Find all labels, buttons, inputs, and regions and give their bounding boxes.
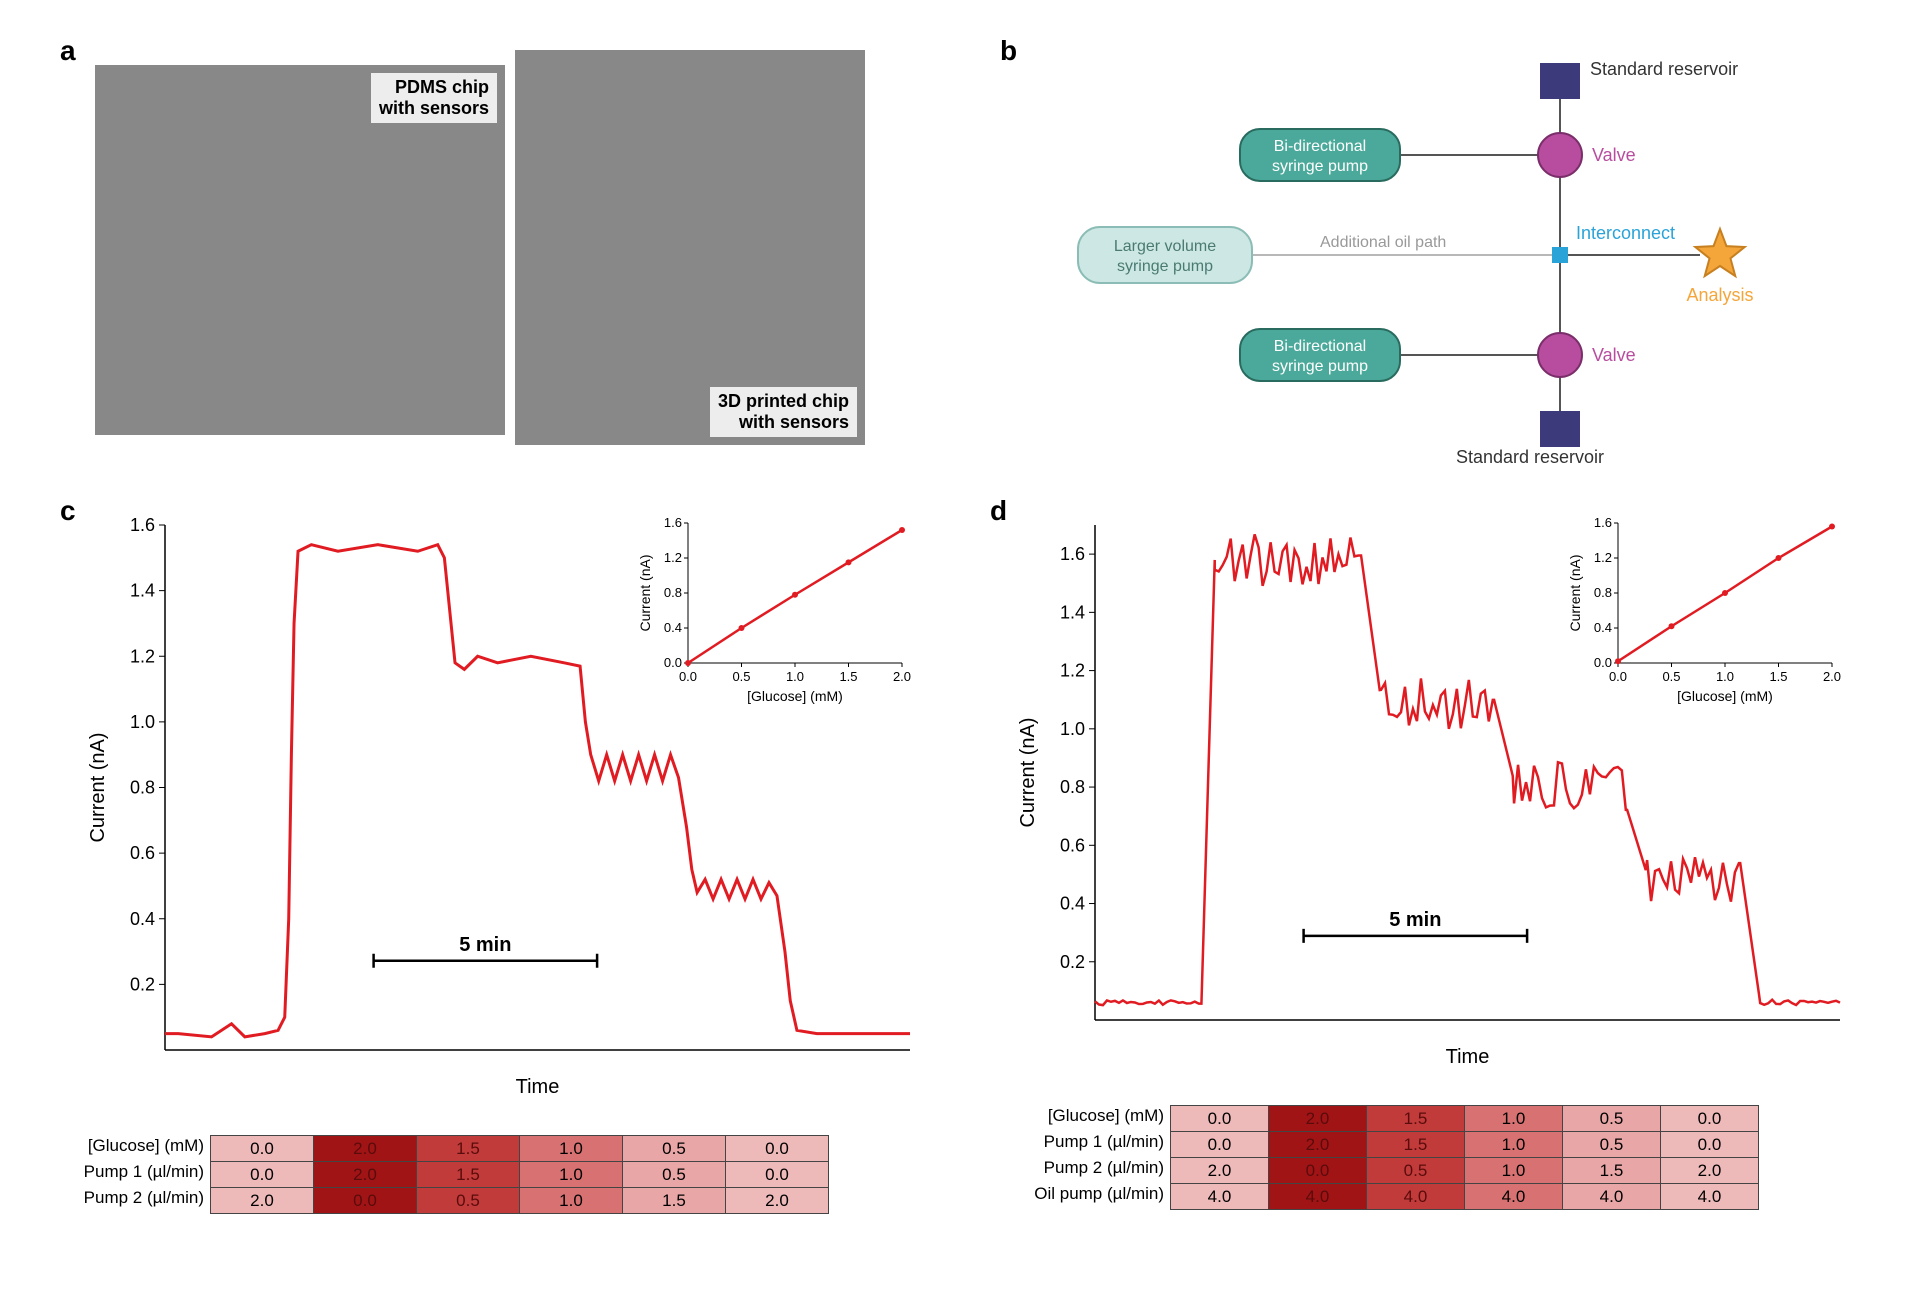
svg-text:0.5: 0.5 — [732, 669, 750, 684]
svg-text:1.5: 1.5 — [839, 669, 857, 684]
svg-text:1.2: 1.2 — [1060, 661, 1085, 681]
panel-c-label: c — [60, 495, 76, 527]
svg-text:1.6: 1.6 — [1060, 544, 1085, 564]
svg-text:1.4: 1.4 — [1060, 602, 1085, 622]
panel-b-label: b — [1000, 35, 1017, 67]
svg-text:2.0: 2.0 — [1823, 669, 1841, 684]
svg-text:1.2: 1.2 — [1594, 550, 1612, 565]
svg-text:0.4: 0.4 — [1594, 620, 1612, 635]
photo-3d-chip: 3D printed chipwith sensors — [515, 50, 865, 445]
svg-text:syringe pump: syringe pump — [1272, 158, 1368, 175]
svg-text:Standard reservoir: Standard reservoir — [1590, 59, 1738, 79]
svg-text:5 min: 5 min — [459, 934, 511, 956]
svg-text:0.2: 0.2 — [1060, 952, 1085, 972]
svg-text:0.4: 0.4 — [1060, 894, 1085, 914]
svg-text:Analysis: Analysis — [1686, 285, 1753, 305]
chart-panel-c: 0.2 0.4 0.6 0.8 1.0 1.2 1.4 1.6 Time Current (nA)… — [80, 505, 930, 1125]
svg-text:1.2: 1.2 — [664, 550, 682, 565]
chart-panel-d: 0.2 0.4 0.6 0.8 1.0 1.2 1.4 1.6 Time Current (nA)… — [1010, 505, 1860, 1095]
svg-text:2.0: 2.0 — [893, 669, 911, 684]
svg-text:Current (nA): Current (nA) — [1567, 554, 1583, 631]
svg-text:1.0: 1.0 — [1716, 669, 1734, 684]
svg-text:Larger volume: Larger volume — [1114, 238, 1216, 255]
panel-d-label: d — [990, 495, 1007, 527]
svg-text:1.4: 1.4 — [130, 581, 155, 601]
svg-text:syringe pump: syringe pump — [1117, 258, 1213, 275]
svg-text:1.0: 1.0 — [786, 669, 804, 684]
svg-text:0.8: 0.8 — [130, 778, 155, 798]
svg-text:Current (nA): Current (nA) — [637, 554, 653, 631]
photo-pdms-chip: PDMS chipwith sensors — [95, 65, 505, 435]
svg-text:1.6: 1.6 — [1594, 515, 1612, 530]
svg-text:0.8: 0.8 — [664, 585, 682, 600]
svg-text:0.2: 0.2 — [130, 974, 155, 994]
svg-text:5 min: 5 min — [1389, 909, 1441, 931]
svg-text:0.8: 0.8 — [1594, 585, 1612, 600]
photo-pdms-caption: PDMS chipwith sensors — [371, 73, 497, 123]
svg-text:1.5: 1.5 — [1769, 669, 1787, 684]
svg-text:0.6: 0.6 — [130, 843, 155, 863]
svg-text:0.0: 0.0 — [679, 669, 697, 684]
svg-text:[Glucose] (mM): [Glucose] (mM) — [747, 688, 843, 704]
svg-text:Interconnect: Interconnect — [1576, 223, 1675, 243]
svg-text:1.0: 1.0 — [1060, 719, 1085, 739]
svg-text:0.8: 0.8 — [1060, 777, 1085, 797]
svg-text:1.0: 1.0 — [130, 712, 155, 732]
table-panel-c: [Glucose] (mM)Pump 1 (µl/min)Pump 2 (µl/… — [50, 1135, 829, 1214]
photo-3d-caption: 3D printed chipwith sensors — [710, 387, 857, 437]
svg-text:Time: Time — [1446, 1046, 1490, 1068]
diagram-panel-b: Standard reservoir Standard reservoir Valv… — [1020, 45, 1880, 465]
svg-text:Bi-directional: Bi-directional — [1274, 338, 1366, 355]
svg-text:0.0: 0.0 — [664, 655, 682, 670]
svg-text:Current (nA): Current (nA) — [87, 732, 109, 842]
svg-text:Valve: Valve — [1592, 145, 1636, 165]
svg-text:1.2: 1.2 — [130, 646, 155, 666]
svg-text:0.0: 0.0 — [1594, 655, 1612, 670]
svg-text:Bi-directional: Bi-directional — [1274, 138, 1366, 155]
svg-text:0.4: 0.4 — [130, 909, 155, 929]
svg-text:1.6: 1.6 — [130, 515, 155, 535]
svg-text:syringe pump: syringe pump — [1272, 358, 1368, 375]
svg-text:Valve: Valve — [1592, 345, 1636, 365]
svg-text:1.6: 1.6 — [664, 515, 682, 530]
svg-text:0.4: 0.4 — [664, 620, 682, 635]
svg-text:[Glucose] (mM): [Glucose] (mM) — [1677, 688, 1773, 704]
svg-text:0.6: 0.6 — [1060, 835, 1085, 855]
svg-text:0.5: 0.5 — [1662, 669, 1680, 684]
svg-text:Time: Time — [516, 1076, 560, 1098]
svg-text:Standard reservoir: Standard reservoir — [1456, 447, 1604, 465]
table-panel-d: [Glucose] (mM)Pump 1 (µl/min)Pump 2 (µl/… — [1000, 1105, 1759, 1210]
svg-text:Current (nA): Current (nA) — [1017, 717, 1039, 827]
panel-a-label: a — [60, 35, 76, 67]
svg-text:0.0: 0.0 — [1609, 669, 1627, 684]
svg-text:Additional oil path: Additional oil path — [1320, 234, 1446, 251]
